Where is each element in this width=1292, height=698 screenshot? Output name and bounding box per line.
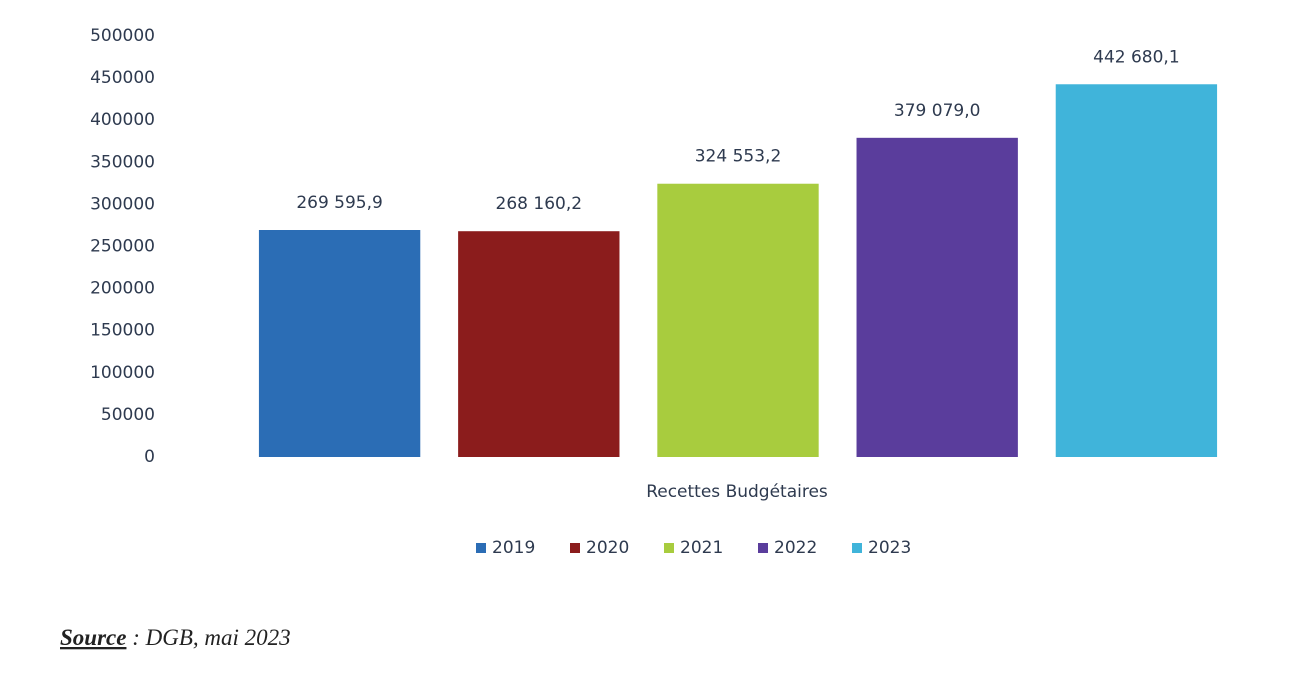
legend-label: 2019 [492,538,535,558]
bar [657,183,819,458]
y-tick-label: 300000 [90,194,155,214]
legend-label: 2020 [586,538,629,558]
y-tick-label: 450000 [90,68,155,88]
value-label: 268 160,2 [496,194,583,214]
legend-label: 2022 [774,538,817,558]
y-tick-label: 350000 [90,152,155,172]
bar [856,137,1018,457]
x-axis-label: Recettes Budgétaires [646,482,828,502]
legend-swatch [664,543,674,553]
legend-swatch [476,543,486,553]
bar [258,230,421,457]
y-tick-label: 250000 [90,237,155,257]
bar [1055,84,1218,457]
value-label: 269 595,9 [296,193,383,213]
source: Source : DGB, mai 2023 [60,625,291,650]
y-tick-label: 150000 [90,321,155,341]
source-label: Source [60,625,126,650]
y-tick-label: 100000 [90,363,155,383]
y-tick-label: 200000 [90,279,155,299]
y-tick-label: 50000 [101,405,155,425]
legend-swatch [758,543,768,553]
legend-label: 2023 [868,538,911,558]
source-text: : DGB, mai 2023 [126,625,290,650]
value-label: 442 680,1 [1093,47,1180,67]
legend-label: 2021 [680,538,723,558]
y-tick-label: 400000 [90,110,155,130]
value-label: 379 079,0 [894,101,981,121]
bar [458,231,620,457]
value-label: 324 553,2 [695,147,782,167]
legend-swatch [852,543,862,553]
legend-swatch [570,543,580,553]
y-tick-label: 0 [144,447,155,467]
y-tick-label: 500000 [90,26,155,46]
